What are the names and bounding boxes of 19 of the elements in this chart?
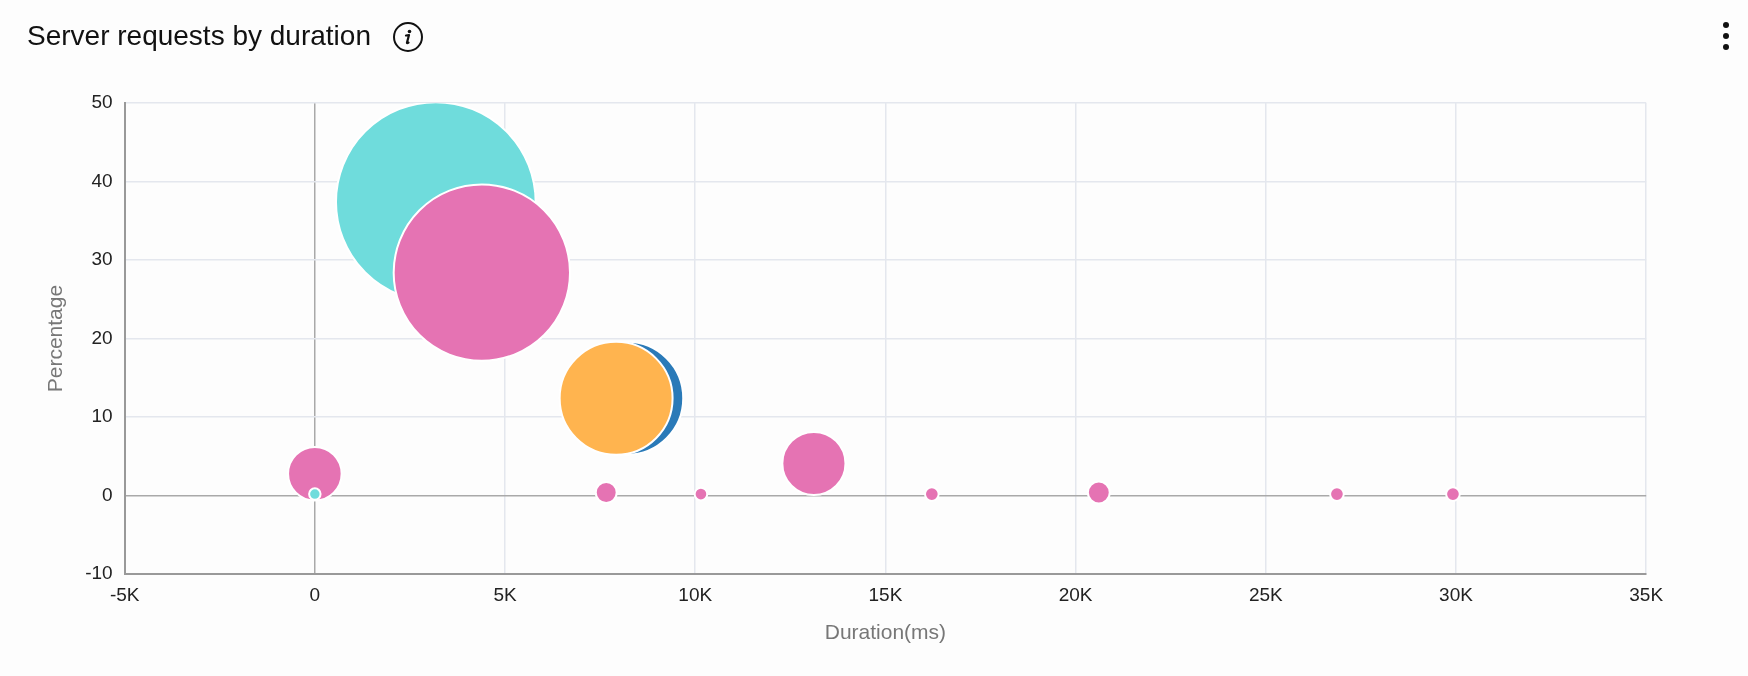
x-tick-label: 10K	[678, 583, 713, 605]
x-tick-label: 30K	[1439, 583, 1474, 605]
y-axis-title: Percentage	[43, 284, 67, 393]
x-tick-label: 35K	[1629, 583, 1664, 605]
y-tick-label: 40	[91, 169, 113, 191]
chart-title: Server requests by duration	[27, 20, 371, 52]
x-tick-label: 5K	[493, 583, 517, 605]
x-tick-label: -5K	[109, 583, 140, 605]
y-tick-label: 30	[91, 248, 113, 270]
x-tick-label: 0	[309, 583, 321, 605]
x-axis-title: Duration(ms)	[824, 620, 947, 644]
y-tick-label: 20	[91, 326, 113, 348]
x-tick-label: 15K	[868, 583, 903, 605]
y-tick-label: 10	[91, 405, 113, 427]
x-tick-label: 25K	[1248, 583, 1284, 605]
y-tick-label: 0	[102, 483, 113, 505]
x-tick-label: 20K	[1058, 583, 1093, 605]
y-tick-label: -10	[85, 562, 113, 584]
y-tick-label: 50	[91, 91, 113, 113]
